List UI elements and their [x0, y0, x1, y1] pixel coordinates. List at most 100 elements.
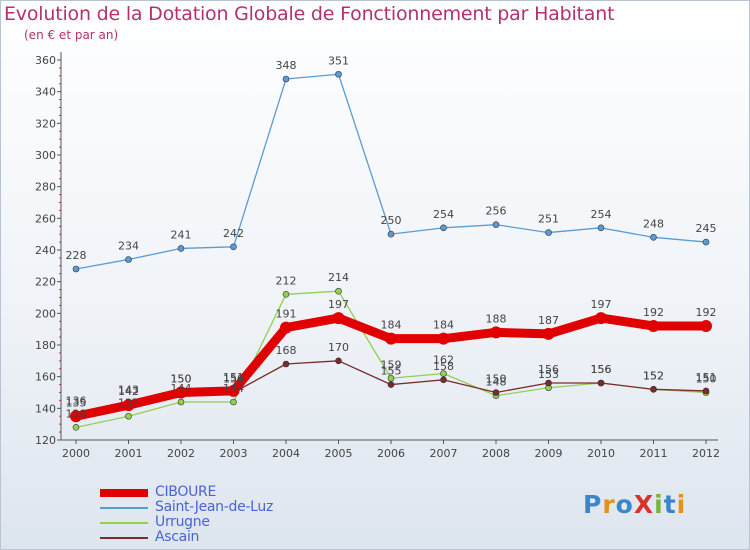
data-point-ascain: [492, 389, 500, 396]
legend-item-ciboure: CIBOURE: [100, 484, 340, 500]
data-label-urrugne: 212: [276, 274, 297, 287]
legend-item-saint-jean-de-luz: Saint-Jean-de-Luz: [100, 499, 340, 515]
data-point-saint-jean-de-luz: [230, 243, 237, 251]
data-label-saint-jean-de-luz: 254: [591, 208, 612, 221]
data-point-ciboure: [700, 320, 712, 332]
logo-letter: P: [583, 490, 603, 519]
logo-letter: i: [676, 490, 687, 519]
data-point-ciboure: [70, 410, 82, 423]
legend-label-ascain: Ascain: [155, 529, 200, 545]
data-label-saint-jean-de-luz: 348: [276, 59, 297, 72]
data-label-saint-jean-de-luz: 241: [171, 228, 192, 241]
data-point-saint-jean-de-luz: [597, 224, 605, 232]
data-label-urrugne: 150: [696, 373, 717, 386]
y-tick-label: 260: [35, 212, 56, 225]
data-label-urrugne: 144: [223, 382, 244, 395]
data-point-saint-jean-de-luz: [335, 70, 342, 78]
data-label-ascain: 156: [591, 363, 612, 376]
legend-swatch-urrugne: [100, 521, 148, 524]
data-label-urrugne: 144: [171, 382, 192, 395]
data-point-urrugne: [335, 287, 342, 295]
data-label-ascain: 170: [328, 341, 349, 354]
data-point-urrugne: [387, 374, 395, 382]
data-point-ciboure: [437, 332, 450, 345]
data-point-saint-jean-de-luz: [282, 75, 290, 83]
data-point-ciboure: [647, 320, 660, 332]
x-tick-label: 2005: [325, 447, 353, 460]
data-point-ciboure: [227, 384, 240, 397]
y-tick-label: 340: [35, 86, 56, 99]
data-label-saint-jean-de-luz: 245: [696, 222, 717, 235]
y-tick-label: 160: [35, 371, 56, 384]
y-tick-label: 200: [35, 307, 56, 320]
data-label-urrugne: 162: [433, 354, 454, 367]
data-label-urrugne: 128: [66, 407, 87, 420]
data-label-urrugne: 135: [118, 396, 139, 409]
logo-letter: o: [615, 490, 634, 519]
x-tick-label: 2010: [587, 447, 615, 460]
data-label-ascain: 151: [696, 371, 717, 384]
data-point-saint-jean-de-luz: [177, 245, 185, 252]
data-label-saint-jean-de-luz: 228: [66, 249, 87, 262]
data-point-ascain: [440, 376, 447, 384]
data-label-urrugne: 159: [381, 358, 402, 371]
data-point-urrugne: [440, 370, 447, 377]
data-point-ascain: [335, 357, 342, 365]
data-label-ciboure: 188: [486, 312, 507, 325]
data-point-saint-jean-de-luz: [650, 234, 657, 241]
data-label-ascain: 136: [66, 395, 87, 408]
data-label-ciboure: 197: [591, 298, 612, 311]
data-label-saint-jean-de-luz: 234: [118, 240, 139, 253]
data-label-ciboure: 192: [643, 306, 664, 319]
data-label-saint-jean-de-luz: 256: [486, 205, 507, 218]
x-tick-label: 2000: [62, 447, 90, 460]
y-tick-label: 180: [35, 339, 56, 352]
y-tick-label: 320: [35, 117, 56, 130]
data-label-ascain: 150: [223, 373, 244, 386]
data-label-saint-jean-de-luz: 251: [538, 213, 559, 226]
data-label-ciboure: 150: [171, 373, 192, 386]
data-label-ciboure: 197: [328, 298, 349, 311]
y-tick-label: 240: [35, 244, 56, 257]
data-label-saint-jean-de-luz: 254: [433, 208, 454, 221]
chart-subtitle: (en € et par an): [24, 28, 119, 42]
logo-letter: t: [663, 490, 677, 519]
data-point-saint-jean-de-luz: [387, 230, 395, 238]
data-label-ascain: 155: [381, 365, 402, 378]
y-tick-label: 300: [35, 149, 56, 162]
x-tick-label: 2004: [272, 447, 300, 460]
legend-label-ciboure: CIBOURE: [155, 484, 217, 500]
data-point-urrugne: [282, 291, 290, 298]
x-tick-label: 2008: [482, 447, 510, 460]
data-point-ascain: [702, 387, 710, 395]
legend-swatch-ascain: [100, 536, 148, 539]
legend-swatch-ciboure: [100, 488, 148, 497]
data-label-ascain: 152: [643, 369, 664, 382]
data-label-ciboure: 187: [538, 314, 559, 327]
data-point-saint-jean-de-luz: [125, 256, 132, 263]
x-tick-label: 2002: [167, 447, 195, 460]
data-point-saint-jean-de-luz: [72, 265, 80, 273]
data-point-ascain: [282, 360, 290, 368]
data-label-saint-jean-de-luz: 248: [643, 217, 664, 230]
y-tick-label: 120: [35, 434, 56, 447]
data-point-ciboure: [490, 326, 502, 339]
data-label-ascain: 156: [538, 363, 559, 376]
data-point-ciboure: [280, 321, 292, 334]
data-label-urrugne: 214: [328, 271, 349, 284]
data-point-ciboure: [332, 312, 345, 325]
data-point-urrugne: [177, 398, 185, 406]
data-label-saint-jean-de-luz: 250: [381, 214, 402, 227]
data-point-ciboure: [175, 386, 187, 399]
x-tick-label: 2012: [692, 447, 720, 460]
data-point-ascain: [650, 386, 657, 393]
data-label-saint-jean-de-luz: 351: [328, 54, 349, 67]
data-label-ciboure: 184: [433, 319, 454, 332]
data-label-ciboure: 184: [381, 319, 402, 332]
logo-letter: X: [633, 490, 655, 519]
y-tick-label: 220: [35, 276, 56, 289]
data-label-urrugne: 152: [643, 369, 664, 382]
y-tick-label: 140: [35, 402, 56, 415]
legend-item-urrugne: Urrugne: [100, 514, 340, 530]
